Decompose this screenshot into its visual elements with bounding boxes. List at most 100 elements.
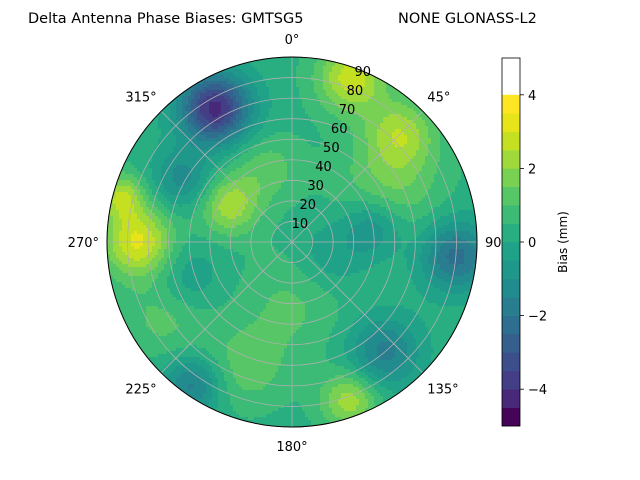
contour-cell [419, 126, 423, 130]
contour-cell [224, 108, 228, 112]
contour-cell [254, 111, 258, 115]
contour-cell [359, 108, 363, 112]
contour-cell [302, 60, 306, 64]
contour-cell [161, 123, 165, 127]
contour-cell [275, 93, 279, 97]
contour-cell [227, 93, 231, 97]
contour-cell [296, 120, 300, 124]
contour-cell [428, 120, 432, 124]
contour-cell [245, 75, 249, 79]
contour-cell [260, 75, 264, 79]
contour-cell [302, 114, 306, 118]
contour-cell [419, 120, 423, 124]
contour-cell [317, 63, 321, 67]
contour-cell [155, 129, 159, 133]
contour-cell [278, 60, 282, 64]
contour-cell [356, 96, 360, 100]
contour-cell [251, 84, 255, 88]
contour-cell [230, 129, 234, 133]
contour-cell [272, 81, 276, 85]
contour-cell [284, 123, 288, 127]
contour-cell [320, 93, 324, 97]
contour-cell [311, 114, 315, 118]
contour-cell [371, 111, 375, 115]
contour-cell [377, 84, 381, 88]
contour-cell [236, 114, 240, 118]
contour-cell [338, 105, 342, 109]
contour-cell [251, 66, 255, 70]
contour-cell [344, 69, 348, 73]
contour-cell [323, 69, 327, 73]
contour-cell [344, 96, 348, 100]
contour-cell [281, 69, 285, 73]
contour-cell [338, 120, 342, 124]
contour-cell [257, 78, 261, 82]
contour-cell [236, 126, 240, 130]
contour-cell [212, 126, 216, 130]
contour-cell [401, 117, 405, 121]
contour-cell [164, 129, 168, 133]
contour-cell [362, 126, 366, 130]
contour-cell [293, 126, 297, 130]
contour-cell [269, 108, 273, 112]
contour-cell [395, 93, 399, 97]
contour-cell [287, 90, 291, 94]
contour-cell [227, 96, 231, 100]
contour-cell [350, 111, 354, 115]
contour-cell [329, 129, 333, 133]
contour-cell [308, 129, 312, 133]
contour-cell [284, 105, 288, 109]
contour-cell [242, 111, 246, 115]
contour-cell [284, 63, 288, 67]
contour-cell [284, 69, 288, 73]
contour-cell [317, 102, 321, 106]
contour-cell [389, 96, 393, 100]
contour-cell [278, 123, 282, 127]
contour-cell [191, 99, 195, 103]
contour-cell [209, 99, 213, 103]
contour-cell [335, 99, 339, 103]
contour-cell [194, 105, 198, 109]
contour-cell [170, 102, 174, 106]
contour-cell [353, 90, 357, 94]
contour-cell [434, 120, 438, 124]
contour-cell [329, 90, 333, 94]
contour-cell [218, 123, 222, 127]
contour-cell [329, 126, 333, 130]
contour-cell [383, 81, 387, 85]
contour-cell [293, 60, 297, 64]
contour-cell [185, 99, 189, 103]
contour-cell [164, 126, 168, 130]
contour-cell [401, 93, 405, 97]
contour-cell [185, 105, 189, 109]
contour-cell [227, 114, 231, 118]
contour-cell [215, 78, 219, 82]
contour-cell [365, 114, 369, 118]
contour-cell [314, 102, 318, 106]
contour-cell [329, 69, 333, 73]
contour-cell [266, 117, 270, 121]
contour-cell [206, 84, 210, 88]
contour-cell [320, 126, 324, 130]
contour-cell [212, 93, 216, 97]
contour-cell [260, 99, 264, 103]
contour-cell [182, 108, 186, 112]
contour-cell [326, 84, 330, 88]
contour-cell [260, 90, 264, 94]
contour-cell [308, 60, 312, 64]
contour-cell [305, 78, 309, 82]
contour-cell [365, 81, 369, 85]
contour-cell [161, 120, 165, 124]
contour-cell [308, 117, 312, 121]
contour-cell [248, 99, 252, 103]
contour-cell [194, 87, 198, 91]
contour-cell [197, 84, 201, 88]
contour-cell [386, 123, 390, 127]
contour-cell [332, 72, 336, 76]
contour-cell [236, 93, 240, 97]
contour-cell [293, 84, 297, 88]
contour-cell [266, 123, 270, 127]
contour-cell [425, 123, 429, 127]
contour-cell [275, 81, 279, 85]
contour-cell [260, 123, 264, 127]
